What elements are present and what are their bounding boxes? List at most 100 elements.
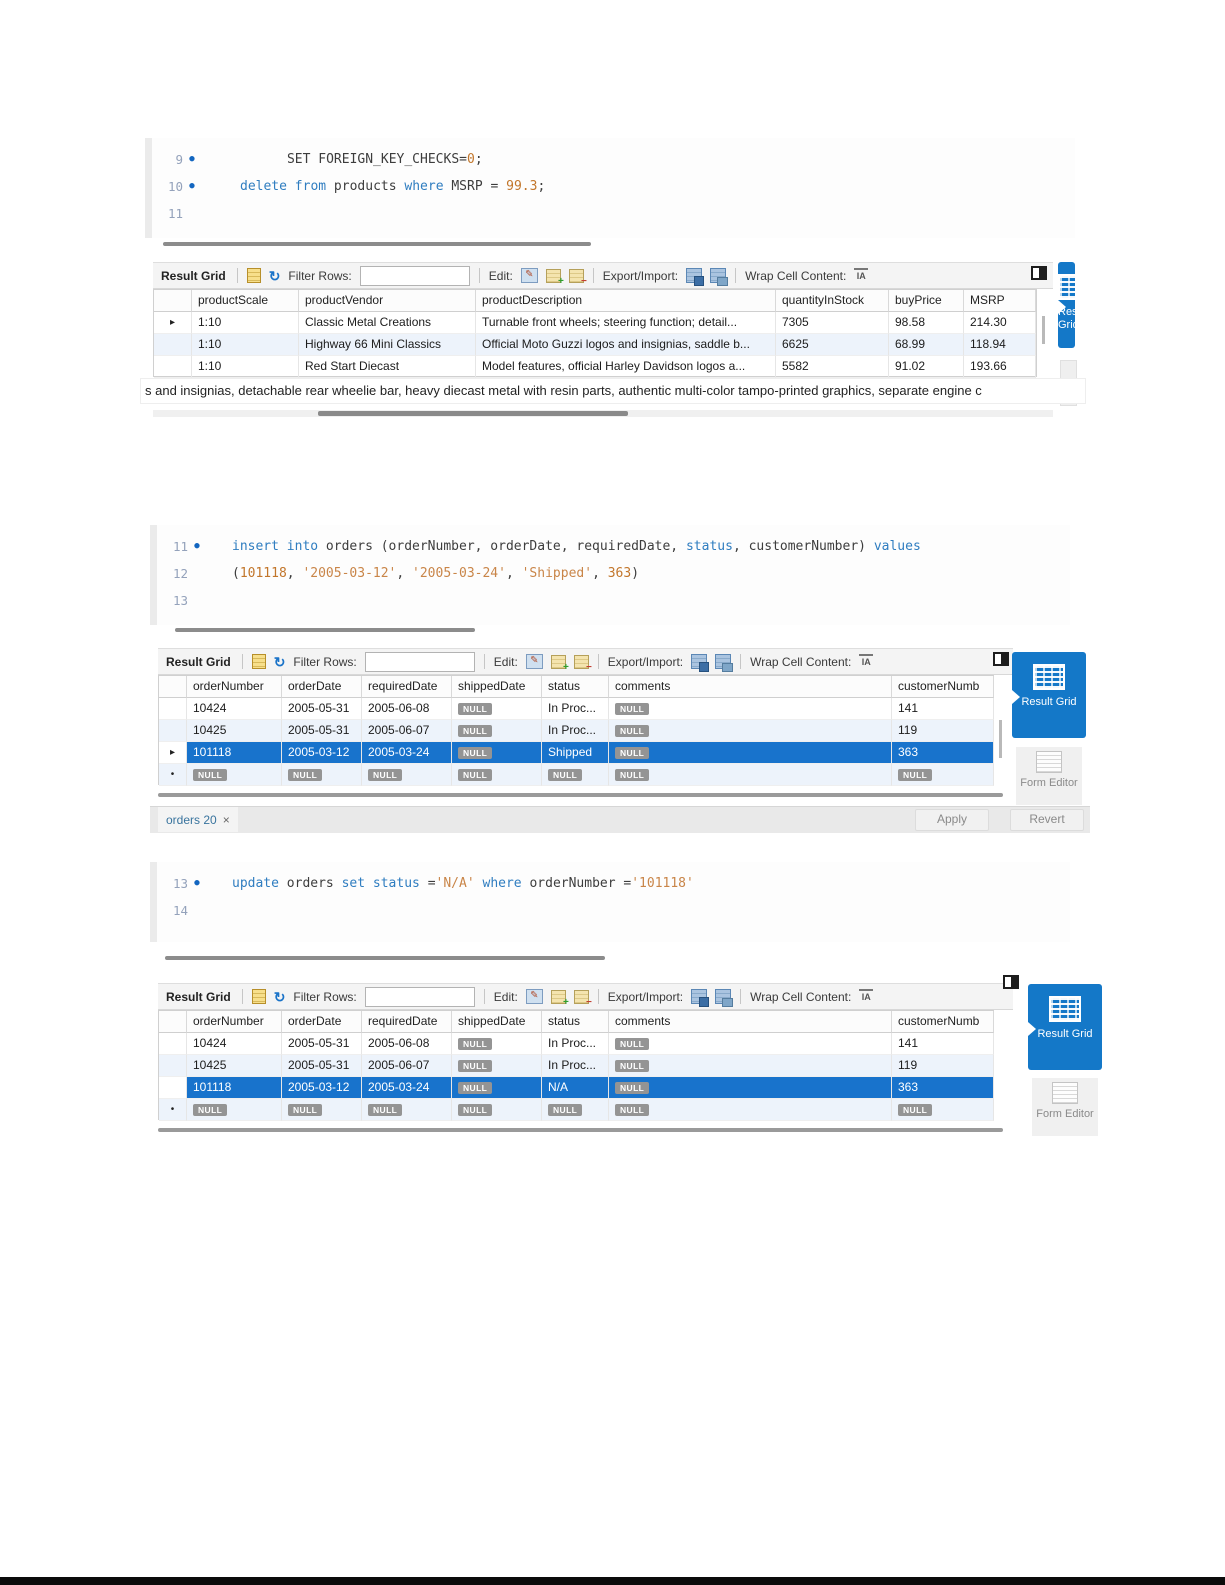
column-header-productDescription[interactable]: productDescription	[476, 290, 776, 312]
wrap-cell-icon[interactable]: IA	[859, 989, 874, 1004]
table-cell[interactable]: 2005-05-31	[282, 1033, 362, 1055]
table-cell[interactable]: NULL	[609, 764, 892, 786]
table-cell[interactable]: 1:10	[192, 334, 299, 356]
table-cell[interactable]: 1:10	[192, 356, 299, 378]
grid-icon[interactable]	[251, 654, 266, 669]
result-tab-orders[interactable]: orders 20 ×	[158, 807, 238, 832]
table-cell[interactable]: 10425	[187, 1055, 282, 1077]
table-cell[interactable]: 10424	[187, 698, 282, 720]
row-marker[interactable]	[154, 334, 192, 356]
table-cell[interactable]: 2005-06-07	[362, 720, 452, 742]
column-header-requiredDate[interactable]: requiredDate	[362, 1011, 452, 1033]
export-icon[interactable]	[691, 654, 710, 672]
table-cell[interactable]: 101118	[187, 742, 282, 764]
wrap-cell-icon[interactable]: IA	[854, 268, 869, 283]
row-marker[interactable]	[159, 1033, 187, 1055]
table-cell[interactable]: Shipped	[542, 742, 609, 764]
table-cell[interactable]: NULL	[452, 1077, 542, 1099]
table-cell[interactable]: Classic Metal Creations	[299, 312, 476, 334]
delete-row-icon[interactable]: −	[573, 654, 592, 673]
table-cell[interactable]: NULL	[609, 742, 892, 764]
table-cell[interactable]: NULL	[609, 1033, 892, 1055]
delete-row-icon[interactable]: −	[573, 989, 592, 1008]
add-row-icon[interactable]: +	[545, 268, 564, 287]
table-cell[interactable]: NULL	[452, 764, 542, 786]
column-header-shippedDate[interactable]: shippedDate	[452, 676, 542, 698]
delete-row-icon[interactable]: −	[568, 268, 587, 287]
table-cell[interactable]: NULL	[362, 764, 452, 786]
sql-editor[interactable]: 9 ● SET FOREIGN_KEY_CHECKS=0; 10 ● delete fr…	[145, 138, 1075, 238]
table-cell[interactable]: 98.58	[889, 312, 964, 334]
table-row[interactable]: 1:10 Red Start Diecast Model features, off…	[154, 356, 1036, 378]
row-marker[interactable]: •	[159, 764, 187, 786]
grid-vscrollbar[interactable]	[1042, 316, 1045, 344]
table-cell[interactable]: 2005-06-08	[362, 1033, 452, 1055]
import-icon[interactable]	[710, 268, 729, 286]
table-cell[interactable]: 363	[892, 742, 994, 764]
sidebar-tab-result-grid[interactable]: Result Grid	[1012, 652, 1086, 738]
table-cell[interactable]: NULL	[362, 1099, 452, 1121]
wrap-cell-icon[interactable]: IA	[859, 654, 874, 669]
close-icon[interactable]: ×	[222, 812, 230, 827]
table-cell[interactable]: NULL	[452, 742, 542, 764]
table-cell[interactable]: 2005-06-07	[362, 1055, 452, 1077]
window-toggle-icon[interactable]	[993, 652, 1009, 666]
grid-hscrollbar[interactable]	[158, 1128, 1003, 1132]
editor-hscrollbar[interactable]	[165, 956, 605, 960]
row-marker[interactable]	[159, 1055, 187, 1077]
column-header-status[interactable]: status	[542, 676, 609, 698]
table-cell[interactable]: NULL	[282, 1099, 362, 1121]
sql-editor[interactable]: 11 ● insert into orders (orderNumber, orde…	[150, 525, 1070, 625]
edit-record-icon[interactable]: ✎	[525, 989, 543, 1004]
row-marker[interactable]: ▸	[159, 742, 187, 764]
table-cell[interactable]: NULL	[609, 720, 892, 742]
table-cell[interactable]: Highway 66 Mini Classics	[299, 334, 476, 356]
refresh-icon[interactable]: ↻	[273, 988, 286, 1005]
edit-record-icon[interactable]: ✎	[525, 654, 543, 669]
sidebar-tab-form-editor[interactable]: Form Editor	[1032, 1078, 1098, 1136]
column-header-productScale[interactable]: productScale	[192, 290, 299, 312]
add-row-icon[interactable]: +	[550, 654, 569, 673]
table-cell[interactable]: 2005-03-12	[282, 742, 362, 764]
table-cell[interactable]: 2005-05-31	[282, 1055, 362, 1077]
table-cell[interactable]: NULL	[452, 1099, 542, 1121]
column-header-shippedDate[interactable]: shippedDate	[452, 1011, 542, 1033]
table-cell[interactable]: 2005-03-24	[362, 1077, 452, 1099]
table-row[interactable]: ▸ 101118 2005-03-12 2005-03-24 NULL Shipped NU…	[159, 742, 994, 764]
table-cell[interactable]: NULL	[609, 698, 892, 720]
table-row[interactable]: • NULL NULL NULL NULL NULL NULL NULL	[159, 1099, 994, 1121]
table-cell[interactable]: 7305	[776, 312, 889, 334]
table-cell[interactable]: NULL	[609, 1099, 892, 1121]
import-icon[interactable]	[715, 654, 734, 672]
grid-icon[interactable]	[251, 989, 266, 1004]
table-cell[interactable]: 91.02	[889, 356, 964, 378]
table-cell[interactable]: 2005-05-31	[282, 698, 362, 720]
table-cell[interactable]: 5582	[776, 356, 889, 378]
table-row[interactable]: 10425 2005-05-31 2005-06-07 NULL In Proc... N…	[159, 720, 994, 742]
table-cell[interactable]: NULL	[187, 764, 282, 786]
refresh-icon[interactable]: ↻	[273, 653, 286, 670]
table-row[interactable]: • NULL NULL NULL NULL NULL NULL NULL	[159, 764, 994, 786]
revert-button[interactable]: Revert	[1010, 809, 1084, 831]
table-row[interactable]: 10424 2005-05-31 2005-06-08 NULL In Proc... N…	[159, 1033, 994, 1055]
row-marker[interactable]	[159, 720, 187, 742]
table-cell[interactable]: 141	[892, 698, 994, 720]
column-header-customerNumb[interactable]: customerNumb	[892, 1011, 994, 1033]
editor-hscrollbar[interactable]	[163, 242, 591, 246]
sidebar-tab-result-grid[interactable]: Result Grid	[1058, 262, 1075, 348]
table-cell[interactable]: 2005-03-12	[282, 1077, 362, 1099]
column-header-buyPrice[interactable]: buyPrice	[889, 290, 964, 312]
table-cell[interactable]: Official Moto Guzzi logos and insignias,…	[476, 334, 776, 356]
sidebar-tab-result-grid[interactable]: Result Grid	[1028, 984, 1102, 1070]
table-cell[interactable]: Turnable front wheels; steering function…	[476, 312, 776, 334]
sql-editor[interactable]: 13 ● update orders set status ='N/A' where…	[150, 862, 1070, 942]
column-header-orderNumber[interactable]: orderNumber	[187, 1011, 282, 1033]
table-row[interactable]: ▸ 1:10 Classic Metal Creations Turnable fro…	[154, 312, 1036, 334]
column-header-comments[interactable]: comments	[609, 1011, 892, 1033]
grid-hscrollbar[interactable]	[158, 793, 1003, 797]
column-header-quantityInStock[interactable]: quantityInStock	[776, 290, 889, 312]
table-cell[interactable]: Red Start Diecast	[299, 356, 476, 378]
grid-vscrollbar[interactable]	[999, 720, 1002, 758]
column-header-customerNumb[interactable]: customerNumb	[892, 676, 994, 698]
window-toggle-icon[interactable]	[1003, 975, 1019, 989]
